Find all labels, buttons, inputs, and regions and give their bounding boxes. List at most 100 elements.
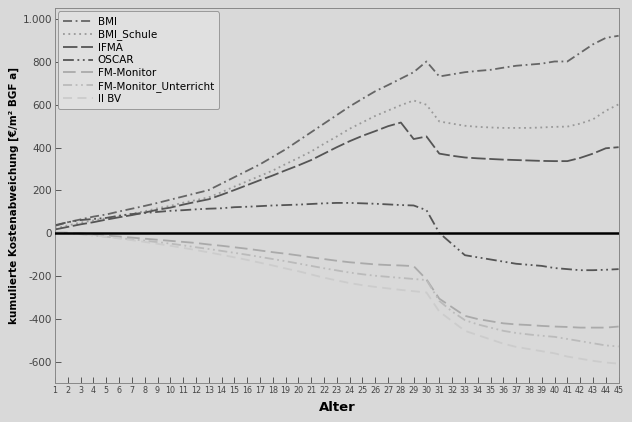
OSCAR <box>166 208 174 214</box>
FM-Monitor <box>102 233 110 238</box>
FM-Monitor <box>435 296 443 301</box>
OSCAR <box>384 202 392 207</box>
FM-Monitor <box>358 261 366 266</box>
Line: IFMA: IFMA <box>55 122 619 230</box>
OSCAR <box>448 241 456 246</box>
BMI_Schule <box>372 114 379 119</box>
BMI_Schule <box>333 134 341 139</box>
BMI <box>90 214 97 219</box>
FM-Monitor_Unterricht <box>525 332 533 337</box>
II BV <box>397 287 404 292</box>
BMI_Schule <box>550 124 558 130</box>
OSCAR <box>358 201 366 206</box>
OSCAR <box>576 268 584 273</box>
IFMA <box>295 163 302 168</box>
II BV <box>448 319 456 324</box>
IFMA <box>397 120 404 125</box>
IFMA <box>179 202 187 207</box>
OSCAR <box>499 259 507 264</box>
BMI_Schule <box>166 203 174 208</box>
BMI_Schule <box>205 195 212 200</box>
IFMA <box>589 151 597 156</box>
BMI_Schule <box>218 189 226 195</box>
Line: FM-Monitor: FM-Monitor <box>55 232 619 327</box>
BMI_Schule <box>307 149 315 154</box>
FM-Monitor_Unterricht <box>90 233 97 238</box>
II BV <box>179 245 187 250</box>
FM-Monitor <box>128 235 136 240</box>
FM-Monitor <box>192 241 200 246</box>
FM-Monitor <box>576 325 584 330</box>
II BV <box>346 281 353 286</box>
OSCAR <box>179 208 187 213</box>
OSCAR <box>128 211 136 216</box>
BMI_Schule <box>179 200 187 205</box>
IFMA <box>128 213 136 218</box>
IFMA <box>499 157 507 162</box>
IFMA <box>615 145 623 150</box>
Legend: BMI, BMI_Schule, IFMA, OSCAR, FM-Monitor, FM-Monitor_Unterricht, II BV: BMI, BMI_Schule, IFMA, OSCAR, FM-Monitor… <box>58 11 219 109</box>
II BV <box>461 328 469 333</box>
FM-Monitor_Unterricht <box>384 274 392 279</box>
BMI_Schule <box>423 102 430 107</box>
II BV <box>576 356 584 361</box>
IFMA <box>538 158 545 163</box>
BMI_Schule <box>295 155 302 160</box>
IFMA <box>64 225 71 230</box>
IFMA <box>474 156 482 161</box>
IFMA <box>384 124 392 129</box>
FM-Monitor <box>589 325 597 330</box>
OSCAR <box>423 208 430 213</box>
Line: FM-Monitor_Unterricht: FM-Monitor_Unterricht <box>55 233 619 346</box>
BMI <box>576 50 584 55</box>
FM-Monitor_Unterricht <box>64 231 71 236</box>
BMI <box>243 168 251 173</box>
FM-Monitor <box>282 251 289 256</box>
FM-Monitor_Unterricht <box>602 343 610 348</box>
BMI_Schule <box>102 216 110 221</box>
IFMA <box>320 151 328 156</box>
FM-Monitor_Unterricht <box>448 309 456 314</box>
II BV <box>333 278 341 283</box>
IFMA <box>602 146 610 151</box>
BMI_Schule <box>154 206 161 211</box>
IFMA <box>269 173 277 178</box>
OSCAR <box>218 206 226 211</box>
OSCAR <box>243 204 251 209</box>
BMI <box>154 200 161 206</box>
BMI <box>141 203 149 208</box>
FM-Monitor_Unterricht <box>538 333 545 338</box>
II BV <box>231 255 238 260</box>
FM-Monitor_Unterricht <box>269 257 277 262</box>
II BV <box>243 257 251 262</box>
BMI_Schule <box>90 218 97 223</box>
BMI_Schule <box>499 125 507 130</box>
BMI <box>77 217 85 222</box>
IFMA <box>346 139 353 144</box>
II BV <box>295 269 302 274</box>
BMI <box>333 113 341 118</box>
FM-Monitor <box>384 262 392 268</box>
OSCAR <box>77 217 85 222</box>
FM-Monitor <box>51 230 59 235</box>
IFMA <box>461 155 469 160</box>
OSCAR <box>51 223 59 228</box>
OSCAR <box>295 202 302 207</box>
OSCAR <box>487 257 494 262</box>
Line: OSCAR: OSCAR <box>55 203 619 270</box>
FM-Monitor_Unterricht <box>192 245 200 250</box>
BMI_Schule <box>141 209 149 214</box>
BMI_Schule <box>513 125 520 130</box>
FM-Monitor_Unterricht <box>51 230 59 235</box>
BMI_Schule <box>461 123 469 128</box>
BMI_Schule <box>474 124 482 130</box>
II BV <box>499 341 507 346</box>
BMI_Schule <box>589 117 597 122</box>
IFMA <box>256 178 264 183</box>
FM-Monitor_Unterricht <box>231 250 238 255</box>
FM-Monitor_Unterricht <box>115 235 123 241</box>
BMI <box>358 96 366 101</box>
FM-Monitor <box>295 253 302 258</box>
FM-Monitor <box>179 239 187 244</box>
IFMA <box>282 168 289 173</box>
